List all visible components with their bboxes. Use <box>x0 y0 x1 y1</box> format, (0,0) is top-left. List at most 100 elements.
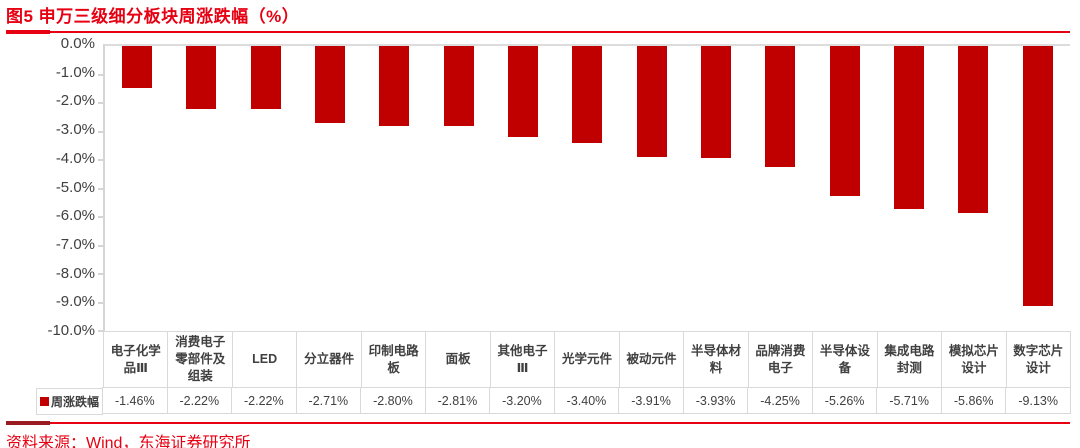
bar <box>122 46 153 88</box>
bar <box>765 46 796 168</box>
legend-cell: 周涨跌幅 <box>36 388 103 415</box>
bar <box>250 46 281 110</box>
bar <box>443 46 474 127</box>
value-cell: -9.13% <box>1005 387 1071 414</box>
y-tick-mark <box>98 130 103 133</box>
bar <box>894 46 925 209</box>
category-cell: 集成电路封测 <box>876 331 943 388</box>
bar-column <box>620 46 684 331</box>
value-cell: -1.46% <box>102 387 168 414</box>
value-cell: -3.40% <box>553 387 620 414</box>
y-tick-label: -9.0% <box>55 293 95 311</box>
bar-column <box>169 46 233 331</box>
chart-data-table: 电子化学品Ⅲ 消费电子零部件及组装 LED 分立器件 印制电路板 面板 其他电子Ⅲ 光学元件被… <box>6 331 1072 415</box>
value-cell: -5.26% <box>811 387 878 414</box>
y-tick-mark <box>98 187 103 190</box>
legend-label: 周涨跌幅 <box>50 395 99 409</box>
bar <box>636 46 667 158</box>
bar <box>572 46 603 143</box>
bar-column <box>555 46 619 331</box>
y-tick-label: -4.0% <box>55 149 95 167</box>
y-tick-label: -2.0% <box>55 92 95 110</box>
value-cell: -2.71% <box>295 387 362 414</box>
bar-column <box>298 46 362 331</box>
category-cell: 数字芯片设计 <box>1005 331 1072 388</box>
y-tick-label: 0.0% <box>60 35 95 53</box>
bar-column <box>491 46 555 331</box>
legend-spacer <box>6 388 36 415</box>
value-cell: -2.22% <box>231 387 297 414</box>
bar-column <box>684 46 748 331</box>
bar-chart: 0.0% -1.0% -2.0% -3.0% -4.0% -5.0% -6.0% -7.0% -… <box>6 35 1070 339</box>
legend-swatch-icon <box>39 397 49 406</box>
bar-column <box>362 46 426 331</box>
category-cell: 品牌消费电子 <box>747 331 814 388</box>
value-cell: -2.81% <box>424 387 491 414</box>
bar <box>958 46 989 213</box>
figure-title: 图5 申万三级细分板块周涨跌幅（%） <box>6 7 300 26</box>
footer-divider <box>6 421 1070 425</box>
bar-column <box>748 46 812 331</box>
footer-divider-accent <box>6 421 50 425</box>
y-tick-label: -5.0% <box>55 178 95 196</box>
value-cell: -3.20% <box>489 387 555 414</box>
bar-column <box>234 46 298 331</box>
category-cell: 半导体设备 <box>812 331 878 388</box>
y-tick-mark <box>98 159 103 161</box>
value-cell: -3.93% <box>682 387 749 414</box>
source-attribution: 资料来源：Wind，东海证券研究所 <box>6 435 251 448</box>
category-cell: 被动元件 <box>618 331 685 388</box>
title-divider-accent <box>6 30 50 34</box>
title-divider-line <box>6 31 1070 33</box>
bar <box>829 46 860 196</box>
category-cell: 其他电子Ⅲ <box>489 331 556 388</box>
plot-area <box>98 44 1070 332</box>
bar <box>701 46 732 158</box>
bar <box>186 46 217 110</box>
y-tick-label: -6.0% <box>55 207 95 225</box>
y-tick-label: -10.0% <box>47 322 95 340</box>
bar-column <box>427 46 491 331</box>
value-cell: -5.71% <box>876 387 942 414</box>
category-cell: 半导体材料 <box>683 331 749 388</box>
y-tick-label: -8.0% <box>55 264 95 282</box>
y-tick-mark <box>98 330 103 332</box>
y-tick-mark <box>98 73 103 76</box>
value-cell: -2.22% <box>166 387 233 414</box>
category-row-spacer <box>6 331 103 388</box>
bar-column <box>105 46 169 331</box>
footer-divider-line <box>6 422 1070 424</box>
title-divider <box>6 30 1070 34</box>
bar-column <box>1006 46 1070 331</box>
value-cell: -3.91% <box>618 387 684 414</box>
y-tick-mark <box>98 102 103 104</box>
value-cell: -2.80% <box>360 387 426 414</box>
y-tick-mark <box>98 244 103 247</box>
category-header-row: 电子化学品Ⅲ 消费电子零部件及组装 LED 分立器件 印制电路板 面板 其他电子Ⅲ 光学元件被… <box>6 331 1072 388</box>
value-row: 周涨跌幅 -1.46% -2.22% -2.22% -2.71% -2.80% -2.81… <box>6 387 1071 415</box>
bar <box>379 46 410 126</box>
y-tick-mark <box>98 301 103 304</box>
value-cell: -5.86% <box>940 387 1007 414</box>
y-tick-mark <box>98 216 103 218</box>
y-tick-label: -3.0% <box>55 121 95 139</box>
bar <box>508 46 539 138</box>
y-tick-mark <box>98 273 103 275</box>
category-cell: LED <box>231 331 298 388</box>
category-cell: 模拟芯片设计 <box>941 331 1007 388</box>
y-tick-label: -1.0% <box>55 63 95 81</box>
bar-column <box>941 46 1005 331</box>
bar <box>1022 46 1053 307</box>
category-cell: 消费电子零部件及组装 <box>167 331 233 388</box>
category-cell: 面板 <box>425 331 491 388</box>
category-cell: 印制电路板 <box>360 331 427 388</box>
bar-column <box>877 46 941 331</box>
category-cell: 分立器件 <box>296 331 362 388</box>
category-cell: 电子化学品Ⅲ <box>103 331 169 388</box>
y-tick-label: -7.0% <box>55 236 95 254</box>
bar <box>315 46 346 124</box>
bar-column <box>813 46 877 331</box>
category-cell: 光学元件 <box>554 331 620 388</box>
y-axis: 0.0% -1.0% -2.0% -3.0% -4.0% -5.0% -6.0% -7.0% -… <box>6 35 103 339</box>
